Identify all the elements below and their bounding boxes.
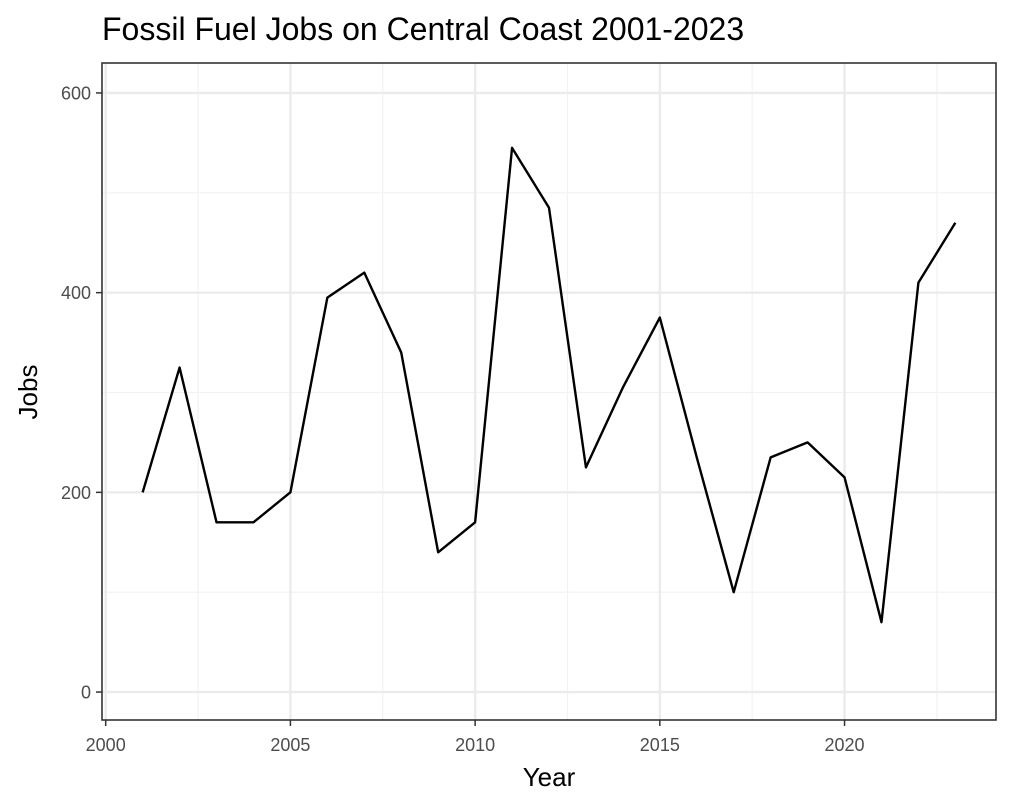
major-gridlines [102, 63, 996, 720]
x-axis-label: Year [523, 762, 576, 792]
y-tick-label: 400 [61, 283, 91, 303]
x-tick-label: 2015 [640, 735, 680, 755]
data-point [215, 521, 218, 524]
minor-gridlines [102, 63, 996, 720]
data-point [954, 221, 957, 224]
x-tick-label: 2005 [270, 735, 310, 755]
y-tick-label: 0 [81, 683, 91, 703]
data-point [511, 146, 514, 149]
data-point [252, 521, 255, 524]
y-axis-ticks: 0 200 400 600 [61, 83, 102, 703]
data-point [141, 491, 144, 494]
x-tick-label: 2010 [455, 735, 495, 755]
data-point [474, 521, 477, 524]
data-point [806, 441, 809, 444]
data-point [326, 296, 329, 299]
x-tick-label: 2020 [825, 735, 865, 755]
y-axis-label: Jobs [13, 365, 43, 420]
y-tick-label: 600 [61, 83, 91, 103]
chart-title: Fossil Fuel Jobs on Central Coast 2001-2… [102, 11, 744, 47]
data-point [917, 281, 920, 284]
series-layer [141, 146, 957, 624]
data-point [289, 491, 292, 494]
data-point [732, 591, 735, 594]
data-point [178, 366, 181, 369]
data-point [363, 271, 366, 274]
data-point [695, 456, 698, 459]
x-tick-label: 2000 [86, 735, 126, 755]
data-point [548, 206, 551, 209]
data-point [880, 621, 883, 624]
plot-panel-border [101, 62, 997, 721]
data-point [621, 386, 624, 389]
data-point [658, 316, 661, 319]
data-point [437, 551, 440, 554]
y-tick-label: 200 [61, 483, 91, 503]
data-point [584, 466, 587, 469]
data-point [769, 456, 772, 459]
data-point [843, 476, 846, 479]
series-line [141, 146, 957, 624]
data-point [400, 351, 403, 354]
x-axis-ticks: 2000 2005 2010 2015 2020 [86, 720, 865, 755]
